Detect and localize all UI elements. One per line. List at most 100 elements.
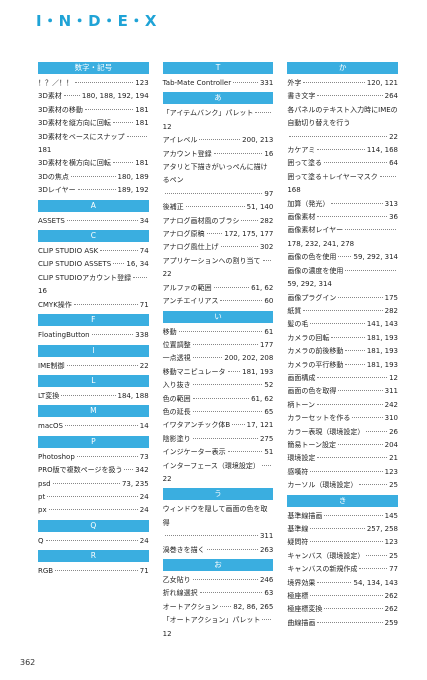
entry-term: アプリケーションへの割り当て [162,256,261,265]
entry-term: 3D素材を横方向に回転 [38,159,111,168]
index-entry: 境界効果 54, 134, 143 [287,577,398,590]
section-heading: R [38,550,149,563]
section-heading: 数字・記号 [38,62,149,74]
entry-term: CLIP STUDIO ASK [38,247,99,256]
entry-pages: 97 [264,189,274,198]
entry-term: 曲線描画 [287,618,316,627]
entry-term: 画像素材レイヤー [287,226,344,235]
entry-term: CLIP STUDIOアカウント登録 [38,273,132,282]
entry-term: ウィンドウを隠して画面の色を取得 [162,505,268,527]
entry-pages: 64 [389,159,399,168]
dot-leader [317,95,383,97]
entry-pages: 120, 121 [366,79,399,87]
entry-pages: 52 [264,381,274,390]
dot-leader [338,390,383,392]
entry-term: 色の延長 [162,407,191,416]
entry-term: 各パネルのテキスト入力時にIMEの自動切り替えを行う [287,105,398,128]
dot-leader [310,541,383,543]
entry-pages: 51, 140 [246,203,274,212]
index-entry: カラーセットを作る 310 [287,412,398,425]
entry-term: 柄トーン [287,400,315,409]
index-entry: アプリケーションへの割り当て 22 [163,255,274,282]
dot-leader [227,370,241,372]
entry-pages: 242 [384,400,399,409]
entry-term: 基準線描画 [287,511,323,520]
index-entry: 囲って塗る 64 [287,157,398,170]
dot-leader [220,300,263,302]
entry-pages: 172, 175, 177 [224,230,274,239]
entry-term: 外字 [287,79,302,87]
entry-term: 画像プラグイン [287,293,337,302]
entry-term: Photoshop [38,452,75,461]
dot-leader [324,608,383,610]
entry-term: 疑問符 [287,538,309,547]
entry-term: 感嘆符 [287,467,309,476]
entry-pages: 73, 235 [121,479,149,488]
dot-leader [61,394,116,396]
entry-pages: 282 [384,306,399,315]
index-entry: Tab-Mate Controller 331 [163,77,274,90]
index-entry: カケアミ 114, 168 [287,144,398,157]
entry-term: 極座標 [287,592,309,601]
entry-pages: 145 [384,511,399,520]
dot-leader [192,437,258,439]
index-entry: Q 24 [38,535,149,548]
dot-leader [324,162,388,164]
entry-pages: 302 [259,243,274,252]
entry-pages: 16 [264,149,274,158]
index-entry: 感嘆符 123 [287,466,398,479]
dot-leader [338,296,383,298]
entry-term: 色の範囲 [162,394,191,403]
index-entry: 画面の色を取得 311 [287,385,398,398]
dot-leader [310,470,383,472]
index-entry: CLIP STUDIO ASK 74 [38,245,149,258]
dot-leader [317,403,383,405]
index-entry: 画像の濃度を使用 59, 292, 314 [287,265,398,292]
dot-leader [317,457,388,459]
dot-leader [338,443,383,445]
entry-term: インターフェース（環境設定） [162,461,260,470]
section-heading: い [162,310,274,323]
dot-leader [366,554,388,556]
index-entry: アナログ原稿 172, 175, 177 [163,228,274,241]
entry-term: 折れ線選択 [162,589,198,598]
dot-leader [331,202,383,204]
dot-leader [338,256,352,258]
section-heading: き [287,494,399,507]
entry-pages: 24 [139,536,149,545]
section-heading: お [162,559,274,571]
dot-leader [261,464,272,466]
entry-pages: 54, 134, 143 [353,578,399,587]
dot-leader [100,250,138,252]
entry-pages: 264 [384,92,399,101]
dot-leader [199,139,241,141]
entry-pages: 25 [389,551,399,560]
entry-term: アナログ風仕上げ [162,243,219,252]
index-entry: 環境設定 21 [287,452,398,465]
entry-pages: 180, 189 [117,172,149,181]
index-entry: オートアクション 82, 86, 265 [163,601,274,614]
entry-pages: 168 [287,186,301,195]
entry-term: RGB [38,567,54,576]
entry-pages: 36 [389,213,399,222]
entry-pages: 77 [389,565,399,574]
index-entry: 極座標変換 262 [287,603,398,616]
entry-pages: 313 [384,199,399,208]
entry-pages: 16, 34 [126,260,149,269]
entry-pages: 65 [264,407,274,416]
index-entry: psd 73, 235 [38,478,149,491]
entry-pages: 200, 202, 208 [224,354,274,363]
entry-pages: 73 [139,452,149,461]
entry-term: Q [38,536,44,545]
entry-term: 3D素材 [38,92,62,101]
entry-term: カラー表現（環境設定） [287,427,365,436]
dot-leader [47,495,138,497]
section-heading: I [38,344,149,357]
dot-leader [233,82,258,83]
dot-leader [75,82,134,83]
index-entry: 一点透視 200, 202, 208 [163,352,274,365]
dot-leader [359,484,388,486]
dot-leader [317,376,388,378]
entry-pages: 257, 258 [366,525,399,533]
index-entry: 紙質 282 [287,305,398,318]
